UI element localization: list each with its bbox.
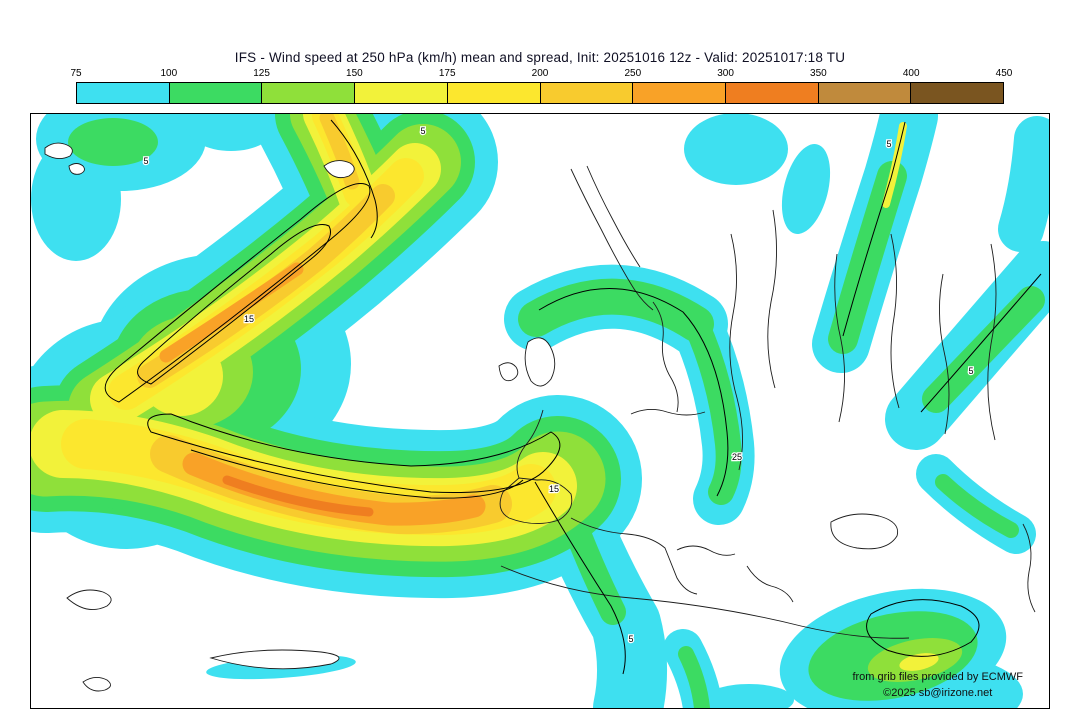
colorbar-segment [77,83,169,103]
contour-value-label: 15 [244,314,254,324]
colorbar: 75 100 125 150 175 200 250 300 350 400 450 [70,68,1012,104]
contour-value-label: 25 [732,452,742,462]
contour-value-label: 5 [968,366,973,376]
contour-value-label: 15 [549,484,559,494]
colorbar-segment [632,83,725,103]
colorbar-segment [910,83,1004,103]
contour-value-label: 5 [886,139,891,149]
contour-value-label: 5 [628,634,633,644]
credit-source: from grib files provided by ECMWF [852,671,1023,684]
credit-copyright: ©2025 sb@irizone.net [883,687,993,700]
colorbar-tick-label: 150 [346,68,363,79]
colorbar-segment [354,83,447,103]
contour-value-label: 5 [143,156,148,166]
colorbar-tick-label: 125 [253,68,270,79]
colorbar-segment [817,83,911,103]
contour-value-label: 5 [420,126,425,136]
colorbar-segment [446,83,540,103]
colorbar-tick-label: 75 [70,68,82,79]
map-frame: 5 15 5 15 25 5 5 5 from grib files provided by … [30,113,1050,709]
colorbar-tick-label: 100 [160,68,178,79]
colorbar-tick-label: 300 [717,68,734,79]
colorbar-segment [168,83,262,103]
colorbar-bar [76,82,1004,104]
contour-labels: 5 15 5 15 25 5 5 5 [142,125,974,645]
colorbar-segment [539,83,633,103]
colorbar-segment [724,83,818,103]
colorbar-tick-label: 200 [531,68,549,79]
colorbar-tick-label: 250 [624,68,642,79]
wind-band-300-deeporange [222,475,374,517]
spread-contours [104,119,1042,675]
coastlines [44,142,1036,692]
colorbar-tick-label: 450 [995,68,1013,79]
colorbar-tick-label: 175 [438,68,456,79]
map-credit: from grib files provided by ECMWF ©2025 … [852,670,1023,702]
colorbar-tick-label: 400 [902,68,920,79]
colorbar-segment [261,83,355,103]
chart-title: IFS - Wind speed at 250 hPa (km/h) mean … [234,50,846,65]
map-svg: 5 15 5 15 25 5 5 5 [31,114,1049,708]
colorbar-ticks: 75 100 125 150 175 200 250 300 350 400 450 [70,68,1012,82]
colorbar-tick-label: 350 [810,68,827,79]
